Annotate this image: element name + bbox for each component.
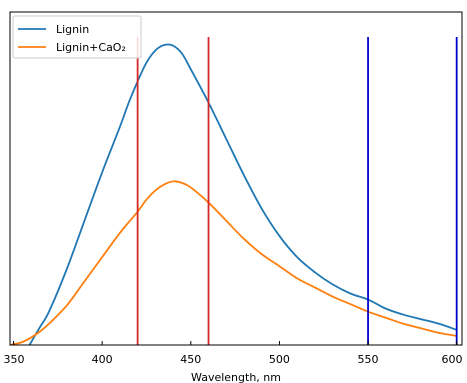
x-tick-label-600: 600: [442, 353, 463, 366]
marker-lines: [136, 37, 458, 345]
x-axis-label: Wavelength, nm: [191, 371, 281, 383]
x-tick-label-350: 350: [4, 353, 25, 366]
series-line-lignin: [28, 43, 457, 345]
x-tick-label-550: 550: [358, 353, 379, 366]
x-tick-label-450: 450: [180, 353, 201, 366]
x-tick-label-500: 500: [269, 353, 290, 366]
series-line-lignin-cao2: [10, 180, 457, 345]
series-layer: [10, 43, 457, 345]
x-axis-ticks: 350 400 450 500 550 600: [4, 341, 463, 366]
legend: Lignin Lignin+CaO₂: [12, 15, 142, 59]
plot-frame: [9, 11, 463, 346]
x-tick-label-400: 400: [92, 353, 113, 366]
legend-label-lignin: Lignin: [56, 23, 89, 36]
legend-label-lignin-cao2: Lignin+CaO₂: [56, 41, 126, 54]
